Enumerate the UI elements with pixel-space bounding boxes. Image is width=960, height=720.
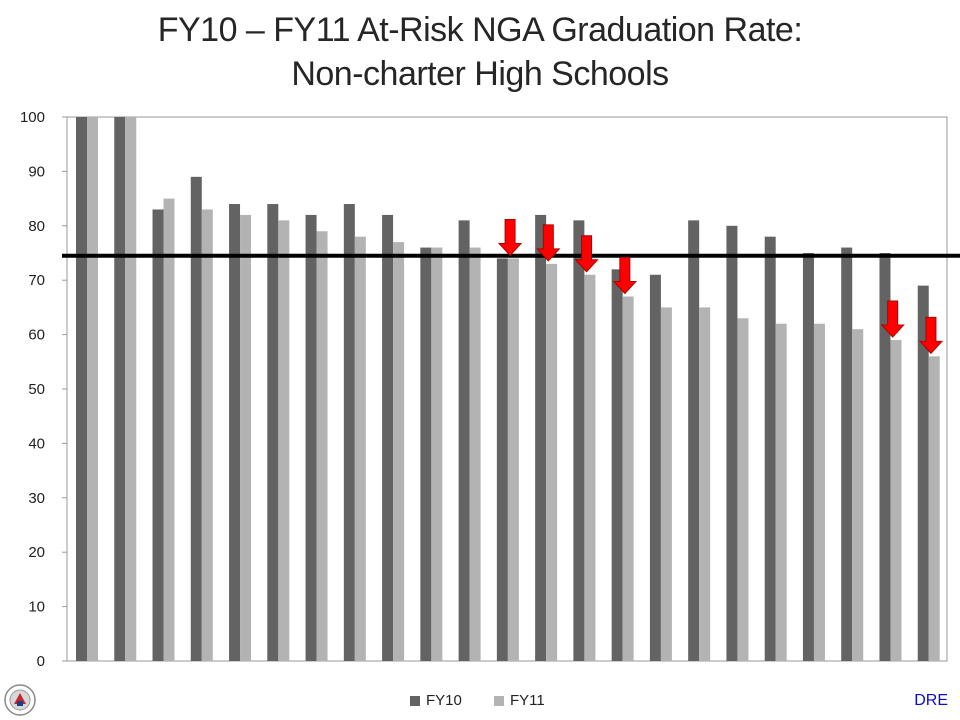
bar-fy10 [267, 204, 279, 662]
y-axis-tick-label: 70 [28, 272, 45, 289]
bar-fy10 [458, 220, 470, 662]
bar-fy10 [611, 269, 623, 661]
bar-fy11 [354, 236, 366, 661]
y-axis-tick-label: 0 [37, 653, 45, 670]
legend-swatch-fy10 [410, 695, 420, 706]
bar-fy10 [229, 204, 241, 662]
bar-fy10 [917, 285, 929, 661]
bar-fy10 [726, 225, 738, 662]
chart-title-line-1: FY10 – FY11 At-Risk NGA Graduation Rate: [157, 11, 803, 49]
legend-swatch-fy11 [494, 695, 504, 706]
y-axis-tick-label: 60 [28, 327, 45, 344]
bar-fy11 [316, 231, 328, 662]
bar-fy10 [879, 253, 891, 661]
bar-fy11 [87, 117, 98, 661]
y-axis-tick-label: 20 [28, 544, 45, 561]
y-axis-tick-label: 10 [28, 599, 45, 616]
bar-fy11 [737, 318, 749, 661]
bar-fy11 [201, 209, 213, 662]
bar-fy11 [699, 307, 711, 661]
decline-arrow-icon [536, 224, 561, 262]
bar-fy10 [190, 176, 202, 661]
bar-fy11 [852, 329, 864, 661]
school-district-logo-icon [4, 684, 36, 716]
y-axis-tick-label: 50 [28, 381, 45, 398]
bar-fy11 [163, 198, 175, 661]
y-axis-tick-label: 100 [20, 109, 45, 126]
bar-fy10 [305, 214, 317, 662]
decline-arrow-icon [880, 300, 905, 338]
bar-fy11 [469, 247, 481, 661]
legend-item-fy10: FY10 [410, 692, 462, 709]
decline-arrow-icon [497, 218, 523, 257]
bar-fy10 [343, 204, 355, 662]
bar-fy10 [764, 236, 776, 661]
bar-fy11 [393, 242, 405, 661]
bar-fy10 [688, 220, 700, 662]
bar-fy10 [573, 220, 585, 662]
bar-fy10 [114, 117, 126, 661]
decline-arrow-icon [612, 257, 637, 295]
legend-label-fy10: FY10 [426, 692, 462, 709]
bar-fy10 [382, 214, 394, 662]
bar-fy11 [660, 307, 672, 661]
bar-fy10 [841, 247, 853, 661]
bar-chart: 0 10 20 30 40 50 60 70 80 90 100 [20, 109, 960, 670]
bar-fy10 [535, 214, 547, 662]
bar-fy11 [890, 340, 902, 661]
chart-title-line-2: Non-charter High Schools [291, 55, 669, 93]
chart-legend: FY10 FY11 [0, 690, 960, 714]
bar-fy11 [546, 263, 558, 661]
bar-fy10 [649, 274, 661, 661]
bar-fy10 [496, 258, 508, 661]
bar-fy10 [76, 117, 87, 661]
footer-dre-label: DRE [914, 692, 948, 709]
legend-item-fy11: FY11 [494, 692, 545, 709]
y-axis-tick-label: 90 [28, 163, 45, 180]
chart-title: FY10 – FY11 At-Risk NGA Graduation Rate:… [0, 8, 960, 96]
y-axis-tick-label: 80 [28, 218, 45, 235]
decline-arrow-icon [918, 316, 944, 355]
bar-fy11 [240, 214, 252, 662]
bar-fy11 [125, 117, 137, 661]
bar-fy11 [928, 356, 940, 661]
y-axis-tick-label: 40 [28, 435, 45, 452]
y-axis-tick-label: 30 [28, 490, 45, 507]
bar-fy11 [584, 274, 596, 661]
bar-fy11 [775, 323, 787, 661]
bar-fy11 [622, 296, 634, 661]
bar-fy11 [431, 247, 443, 661]
bar-fy11 [507, 258, 519, 661]
bar-fy11 [813, 323, 825, 661]
legend-label-fy11: FY11 [510, 692, 545, 709]
bar-fy10 [802, 253, 814, 661]
bar-fy10 [152, 209, 164, 662]
bar-fy11 [278, 220, 290, 662]
bar-fy10 [420, 247, 432, 661]
decline-arrow-icon [574, 235, 599, 273]
